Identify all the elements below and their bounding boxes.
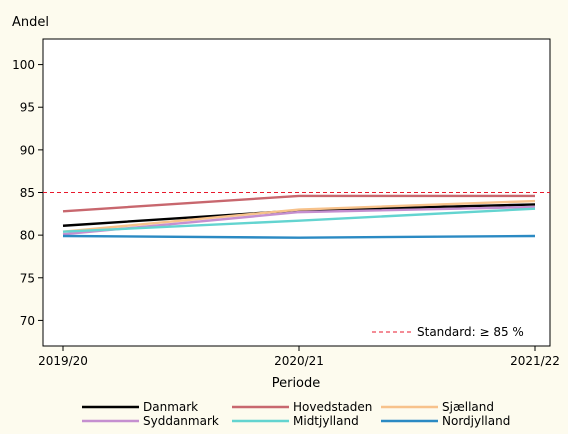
y-tick-label: 70: [20, 314, 35, 328]
x-tick-label: 2020/21: [274, 354, 324, 368]
y-axis-title: Andel: [12, 15, 49, 30]
legend-label-syddanmark: Syddanmark: [143, 414, 219, 428]
y-tick-label: 85: [20, 186, 35, 200]
x-axis: 2019/20 2020/21 2021/22: [38, 346, 560, 368]
x-tick-label: 2021/22: [510, 354, 560, 368]
reference-line-group: Standard: ≥ 85 %: [43, 192, 550, 339]
y-tick-label: 90: [20, 143, 35, 157]
y-tick-label: 95: [20, 101, 35, 115]
series-line-hovedstaden: [62, 194, 535, 213]
legend: Danmark Hovedstaden Sjælland Syddanmark Midt…: [82, 400, 510, 428]
legend-label-danmark: Danmark: [143, 400, 198, 414]
y-axis: 70 75 80 85 90 95 100: [12, 58, 43, 328]
y-tick-label: 80: [20, 229, 35, 243]
y-tick-label: 75: [20, 271, 35, 285]
y-tick-label: 100: [12, 58, 35, 72]
series-line-midtjylland: [62, 207, 536, 233]
legend-label-midtjylland: Midtjylland: [293, 414, 359, 428]
series-line-nordjylland: [62, 234, 536, 239]
x-axis-title: Periode: [272, 376, 321, 391]
legend-label-hovedstaden: Hovedstaden: [293, 400, 372, 414]
reference-legend-label: Standard: ≥ 85 %: [417, 325, 524, 339]
legend-label-sj-lland: Sjælland: [442, 400, 494, 414]
series-lines: [62, 194, 536, 239]
legend-label-nordjylland: Nordjylland: [442, 414, 510, 428]
x-tick-label: 2019/20: [38, 354, 88, 368]
series-line-sj-lland: [62, 199, 536, 233]
